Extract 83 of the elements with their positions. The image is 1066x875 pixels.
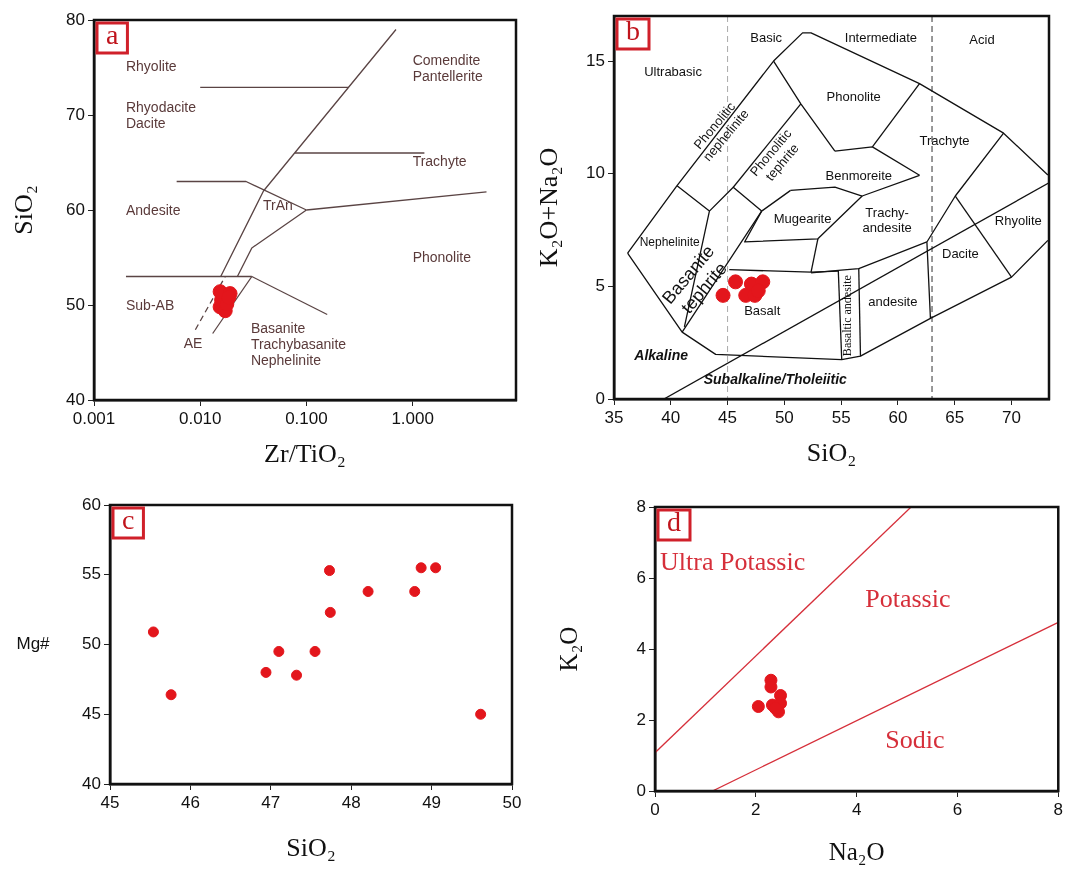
x-tick-label: 0.010 — [178, 408, 222, 428]
y-axis-title: SiO₂ — [8, 185, 38, 235]
annotation: TrAn — [262, 197, 293, 214]
annotation: Phonolite — [412, 249, 472, 266]
y-tick-label: 0 — [595, 388, 605, 408]
x-tick-label: 46 — [180, 792, 200, 812]
annotation: Rhyodacite Dacite — [125, 99, 197, 132]
annotation: Comendite Pantellerite — [412, 51, 483, 84]
x-tick-label: 2 — [751, 799, 761, 819]
annotation: Trachyte — [412, 153, 467, 170]
annotation: Trachyte — [919, 132, 970, 148]
y-tick-label: 40 — [66, 389, 85, 409]
x-tick-label: 4 — [851, 799, 862, 819]
annotation: Benmoreite — [825, 167, 892, 183]
y-tick-label: 2 — [636, 709, 646, 729]
x-axis-title: Na₂O — [828, 837, 885, 865]
annotation: Dacite — [941, 246, 979, 262]
x-tick-label: 35 — [604, 407, 624, 427]
annotation: Andesite — [125, 201, 181, 218]
annotation: andesite — [868, 293, 918, 309]
x-tick-label: 6 — [952, 799, 963, 819]
x-tick-label: 65 — [945, 407, 965, 427]
x-tick-label: 45 — [100, 792, 120, 812]
x-tick-label: 70 — [1002, 407, 1021, 427]
annotation: Basaltic andesite — [840, 275, 855, 357]
y-tick-label: 55 — [82, 564, 101, 584]
annotation: Potassic — [865, 583, 951, 613]
x-tick-label: 40 — [661, 407, 681, 427]
annotation: Basalt — [744, 302, 781, 318]
y-tick-label: 10 — [586, 163, 605, 183]
annotation: AE — [183, 334, 203, 351]
y-tick-label: 45 — [82, 703, 101, 723]
y-tick-label: 50 — [66, 294, 85, 314]
x-tick-label: 45 — [718, 407, 738, 427]
y-tick-label: 6 — [636, 567, 646, 587]
y-tick-label: 8 — [636, 496, 646, 516]
y-tick-label: 4 — [636, 638, 646, 658]
y-tick-label: 80 — [66, 9, 85, 29]
y-tick-label: 50 — [82, 634, 101, 654]
y-tick-label: 5 — [595, 276, 605, 296]
x-tick-label: 49 — [422, 792, 442, 812]
x-tick-label: 60 — [888, 407, 908, 427]
chart-title: d — [667, 506, 681, 538]
x-axis-title: Zr/TiO₂ — [264, 438, 346, 468]
annotation: Alkaline — [633, 347, 689, 364]
y-axis-title: Mg# — [16, 634, 51, 654]
x-tick-label: 50 — [774, 407, 794, 427]
x-tick-label: 50 — [502, 792, 522, 812]
annotation: Trachy- andesite — [862, 205, 912, 236]
annotation: Rhyolite — [994, 212, 1042, 228]
x-tick-label: 47 — [261, 792, 281, 812]
chart-title: b — [626, 15, 640, 47]
chart-title: c — [122, 504, 135, 536]
annotation: Sub-AB — [125, 296, 175, 313]
annotation: Subalkaline/Tholeiitic — [703, 370, 848, 387]
annotation: Phonolite — [826, 88, 881, 104]
x-tick-label: 0.100 — [285, 408, 328, 428]
y-tick-label: 60 — [82, 494, 101, 514]
annotation: Sodic — [885, 724, 945, 754]
annotation: Rhyolite — [125, 58, 177, 75]
x-tick-label: 8 — [1053, 799, 1064, 819]
x-tick-label: 1.000 — [391, 408, 434, 428]
annotation: Nephelinite — [639, 235, 700, 250]
y-tick-label: 70 — [66, 104, 85, 124]
annotation: Ultra Potassic — [660, 547, 806, 577]
annotation: Acid — [969, 32, 995, 48]
y-axis-title: K₂O+Na₂O — [533, 147, 563, 268]
annotation: Basic — [750, 30, 783, 46]
x-tick-label: 0 — [650, 799, 660, 819]
y-axis-title: K₂O — [555, 626, 583, 672]
y-tick-label: 15 — [586, 50, 605, 70]
x-axis-title: SiO₂ — [806, 438, 857, 468]
x-tick-label: 55 — [831, 407, 851, 427]
annotation: Intermediate — [844, 30, 918, 46]
annotation: Mugearite — [773, 211, 832, 227]
x-axis-title: SiO₂ — [286, 833, 336, 863]
x-tick-label: 48 — [341, 792, 361, 812]
annotation: Ultrabasic — [644, 63, 703, 79]
annotation: Basanite Trachybasanite Nephelinite — [250, 319, 347, 368]
y-tick-label: 60 — [66, 199, 85, 219]
y-tick-label: 40 — [82, 773, 101, 793]
chart-title: a — [106, 19, 119, 51]
x-tick-label: 0.001 — [72, 408, 116, 428]
